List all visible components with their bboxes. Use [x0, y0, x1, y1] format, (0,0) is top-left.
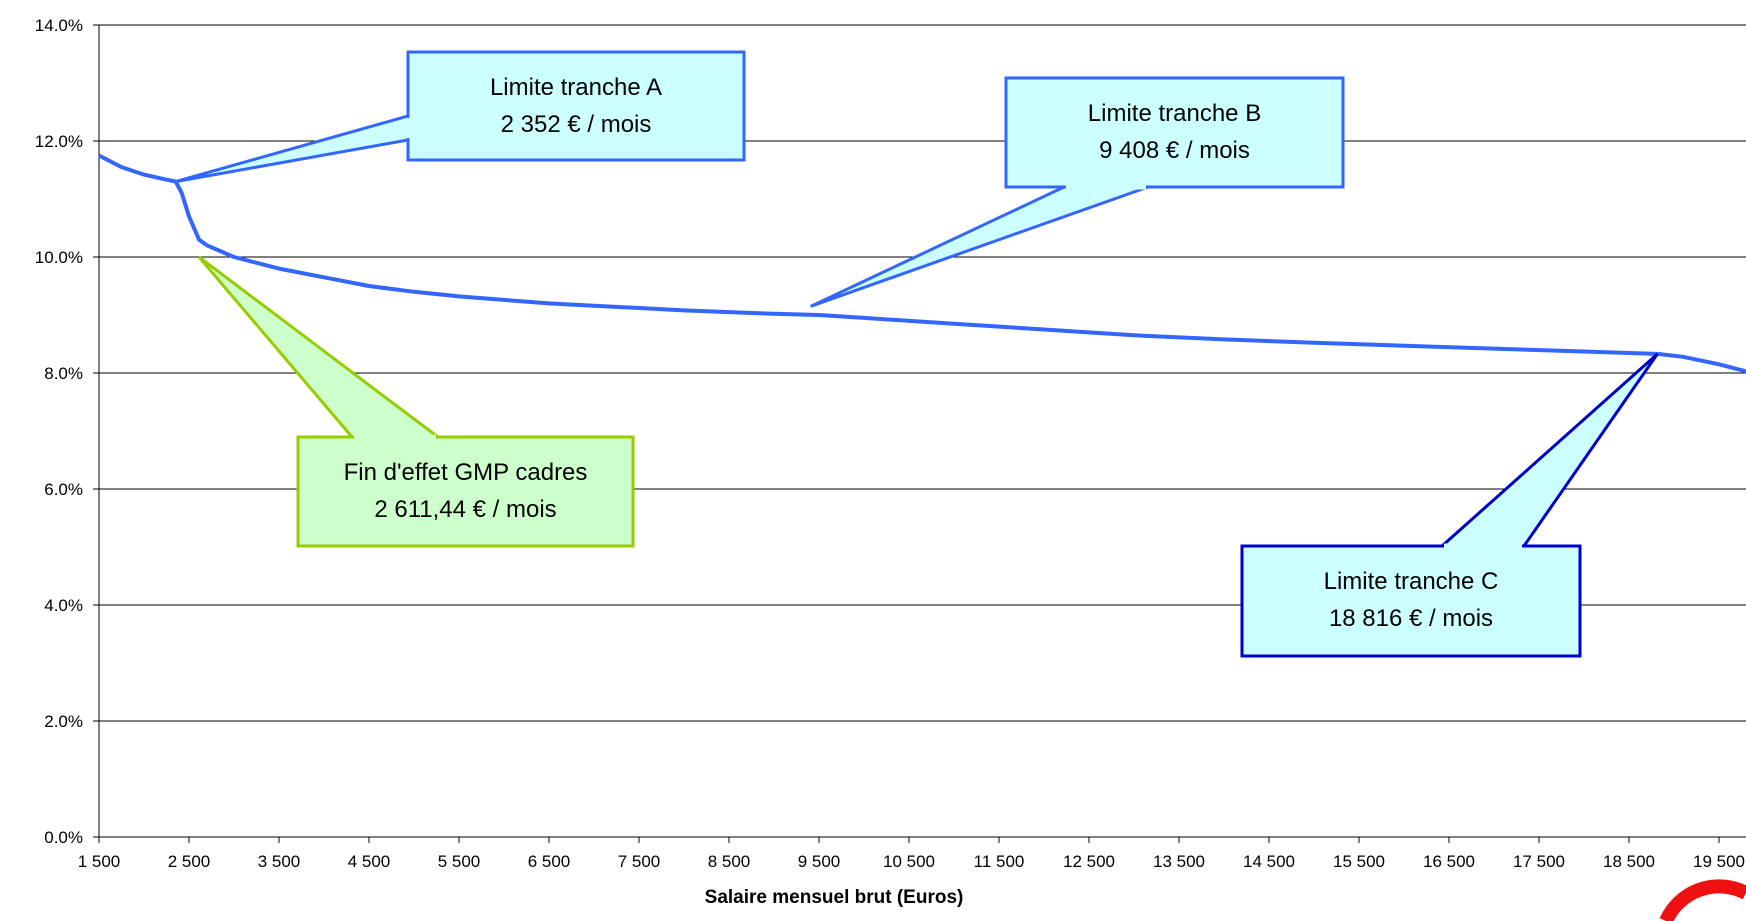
callout-box	[1004, 76, 1345, 189]
y-tick-labels: 0.0% 2.0% 4.0% 6.0% 8.0% 10.0% 12.0% 14.0%	[35, 16, 83, 847]
callout-pointer	[810, 185, 1149, 308]
callout-value: 9 408 € / mois	[1099, 137, 1250, 164]
callout-title: Fin d'effet GMP cadres	[344, 459, 588, 486]
y-tick-label: 0.0%	[44, 828, 83, 847]
x-tick-label: 18 500	[1603, 852, 1655, 871]
y-tick-label: 10.0%	[35, 248, 83, 267]
x-tick-label: 14 500	[1243, 852, 1295, 871]
x-tick-label: 4 500	[348, 852, 391, 871]
x-tick-label: 17 500	[1513, 852, 1565, 871]
callout-value: 2 611,44 € / mois	[374, 496, 556, 523]
logo-arc	[1659, 879, 1746, 921]
x-tick-label: 16 500	[1423, 852, 1475, 871]
x-tick-label: 9 500	[798, 852, 841, 871]
y-tick-label: 6.0%	[44, 480, 83, 499]
callout-pointer	[175, 114, 410, 184]
callout-title: Limite tranche A	[490, 74, 662, 101]
x-tick-label: 7 500	[618, 852, 661, 871]
y-tick-label: 12.0%	[35, 132, 83, 151]
series-line	[98, 153, 1746, 374]
callout: Limite tranche C 18 816 € / mois	[1240, 352, 1659, 658]
x-tick-labels: 1 500 2 500 3 500 4 500 5 500 6 500 7 500 8 500…	[78, 852, 1745, 871]
x-tick-label: 8 500	[708, 852, 751, 871]
axes	[93, 24, 1746, 843]
y-tick-label: 14.0%	[35, 16, 83, 35]
callout: Fin d'effet GMP cadres 2 611,44 € / mois	[197, 255, 635, 548]
callout-title: Limite tranche B	[1088, 100, 1261, 127]
x-tick-label: 2 500	[168, 852, 211, 871]
callout-title: Limite tranche C	[1324, 568, 1499, 595]
callout-value: 2 352 € / mois	[501, 111, 652, 138]
x-tick-label: 11 500	[974, 852, 1025, 871]
x-tick-label: 5 500	[438, 852, 481, 871]
callout-value: 18 816 € / mois	[1329, 605, 1493, 632]
callout-box	[406, 50, 746, 162]
y-tick-label: 2.0%	[44, 712, 83, 731]
x-tick-label: 12 500	[1063, 852, 1115, 871]
callout-box	[296, 435, 635, 548]
x-tick-label: 10 500	[883, 852, 935, 871]
x-axis-label: Salaire mensuel brut (Euros)	[705, 887, 964, 908]
callout: Limite tranche A 2 352 € / mois	[175, 50, 746, 184]
callout-box	[1240, 544, 1582, 658]
y-tick-label: 8.0%	[44, 364, 83, 383]
x-tick-label: 19 500	[1693, 852, 1745, 871]
callout-pointer	[197, 255, 443, 439]
x-tick-label: 3 500	[258, 852, 301, 871]
callouts-layer: Limite tranche A 2 352 € / mois Fin d'effe…	[175, 50, 1659, 658]
callout: Limite tranche B 9 408 € / mois	[810, 76, 1345, 308]
x-tick-label: 13 500	[1153, 852, 1205, 871]
callout-pointer	[1438, 352, 1659, 548]
series-layer	[98, 153, 1746, 374]
x-tick-label: 15 500	[1333, 852, 1385, 871]
y-tick-label: 4.0%	[44, 596, 83, 615]
x-tick-label: 1 500	[78, 852, 121, 871]
x-tick-label: 6 500	[528, 852, 571, 871]
